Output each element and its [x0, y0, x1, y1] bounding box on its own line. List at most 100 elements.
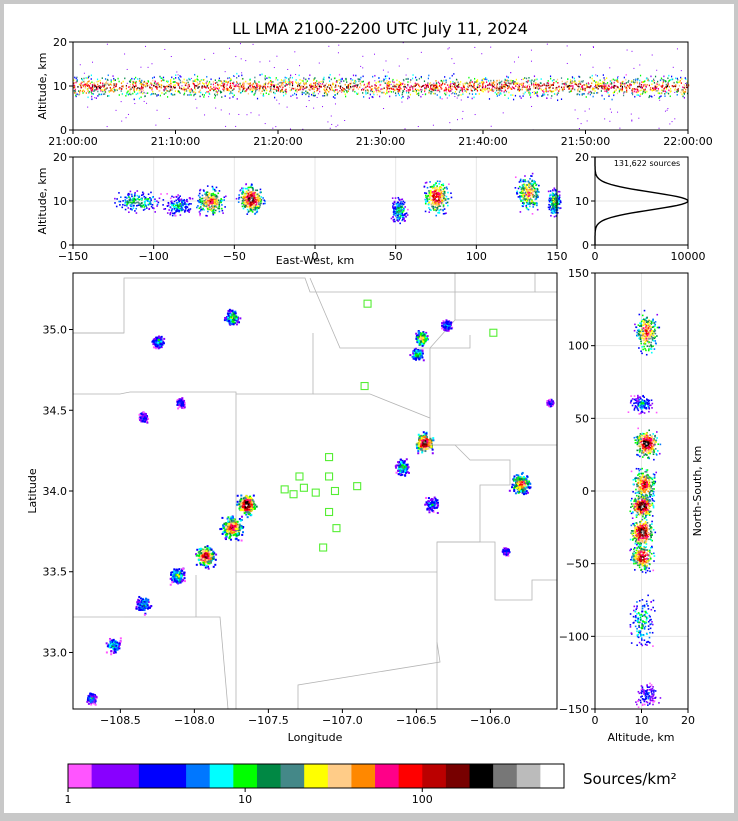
time-height-source	[504, 94, 505, 96]
time-height-source	[121, 101, 122, 102]
time-height-source	[412, 74, 413, 76]
ew-altitude-source	[136, 190, 138, 192]
time-height-source	[135, 77, 136, 79]
time-height-source	[238, 75, 239, 77]
time-height-source	[362, 81, 363, 83]
ew-altitude-source	[199, 215, 201, 217]
time-height-source	[608, 85, 609, 87]
ew-altitude-source	[116, 198, 118, 200]
ew-altitude-source	[256, 212, 258, 214]
time-height-source	[341, 78, 342, 79]
time-height-source	[486, 79, 487, 81]
time-height-source	[273, 84, 274, 86]
time-height-source	[171, 93, 172, 95]
ew-altitude-source	[134, 195, 136, 197]
time-height-source	[308, 96, 309, 98]
time-height-source	[406, 75, 407, 76]
time-height-source	[564, 84, 565, 86]
time-height-source	[202, 94, 203, 96]
time-height-source	[231, 90, 232, 92]
time-height-source	[392, 81, 393, 82]
time-height-source	[356, 87, 357, 89]
ew-altitude-source	[427, 187, 429, 189]
ew-altitude-source	[436, 207, 438, 209]
ew-altitude-source	[254, 195, 256, 197]
time-height-source	[400, 84, 401, 86]
ew-altitude-source	[433, 198, 435, 200]
time-height-source	[133, 82, 134, 84]
time-height-source	[532, 92, 533, 93]
time-height-source	[235, 85, 236, 87]
time-height-source	[204, 114, 205, 115]
time-height-source	[554, 93, 555, 95]
time-height-source	[638, 86, 639, 88]
ew-altitude-source	[260, 203, 262, 205]
time-height-source	[286, 84, 287, 86]
time-height-source	[583, 80, 584, 82]
plan-view-source	[237, 501, 239, 503]
time-height-source	[173, 85, 174, 87]
time-height-source	[685, 83, 686, 84]
time-height-source	[371, 88, 372, 90]
time-height-source	[195, 89, 196, 91]
time-height-source	[388, 85, 389, 87]
time-height-source	[254, 94, 255, 96]
ew-altitude-source	[433, 208, 435, 210]
time-height-source	[424, 91, 425, 93]
time-height-source	[455, 87, 456, 89]
time-height-source	[489, 88, 490, 90]
ew-altitude-source	[243, 199, 245, 201]
ew-altitude-source	[130, 191, 132, 193]
time-height-source	[290, 75, 291, 77]
time-height-source	[510, 72, 511, 73]
ew-altitude-source	[527, 192, 529, 194]
time-height-source	[331, 124, 332, 125]
time-height-source	[670, 95, 671, 97]
time-height-source	[424, 87, 425, 89]
time-height-source	[365, 87, 366, 89]
time-height-source	[185, 85, 186, 87]
time-height-source	[306, 106, 307, 107]
time-height-source	[254, 77, 255, 79]
ew-altitude-source	[203, 205, 205, 207]
time-height-source	[567, 45, 568, 46]
time-height-source	[609, 67, 610, 68]
ew-altitude-source	[440, 202, 442, 204]
time-height-source	[536, 93, 537, 95]
time-height-source	[582, 85, 583, 87]
time-height-source	[383, 70, 384, 71]
time-height-source	[419, 86, 420, 88]
time-height-source	[313, 108, 314, 109]
ew-altitude-source	[532, 213, 534, 215]
time-height-source	[363, 96, 364, 98]
time-height-source	[352, 79, 353, 81]
ew-altitude-source	[392, 197, 394, 199]
time-height-source	[548, 91, 549, 93]
time-height-source	[643, 91, 644, 93]
time-height-source	[563, 88, 564, 90]
time-height-source	[260, 85, 261, 87]
time-height-source	[376, 82, 377, 84]
time-height-source	[359, 78, 360, 80]
time-height-source	[241, 92, 242, 94]
time-height-source	[203, 96, 204, 98]
time-height-source	[530, 97, 531, 99]
time-height-source	[126, 92, 127, 94]
time-height-source	[331, 79, 332, 81]
time-height-source	[528, 92, 529, 94]
ew-altitude-source	[531, 175, 533, 177]
time-height-source	[521, 97, 522, 99]
time-height-source	[303, 86, 304, 88]
ew-altitude-source	[243, 204, 245, 206]
ew-altitude-source	[179, 210, 181, 212]
time-height-source	[509, 83, 510, 85]
time-height-source	[483, 91, 484, 93]
time-height-source	[668, 90, 669, 92]
ew-altitude-source	[528, 195, 530, 197]
ew-altitude-source	[246, 188, 248, 190]
ew-altitude-source	[143, 206, 145, 208]
time-height-source	[153, 93, 154, 95]
time-height-source	[407, 58, 408, 59]
time-height-source	[97, 91, 98, 93]
time-height-source	[620, 82, 621, 84]
